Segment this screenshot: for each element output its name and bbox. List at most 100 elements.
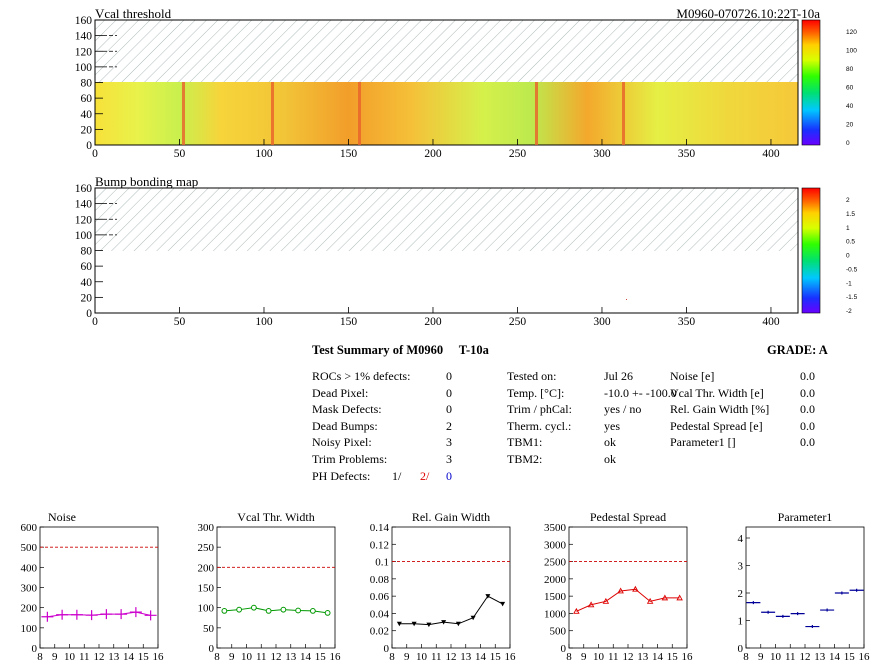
chart-point bbox=[834, 591, 849, 595]
chart-x-tick-label: 10 bbox=[416, 651, 428, 663]
map2-palette-label: 1.5 bbox=[846, 211, 855, 218]
chart-point bbox=[455, 621, 461, 627]
map2-y-tick-label: 0 bbox=[86, 308, 92, 320]
map2-x-tick-label: 300 bbox=[593, 316, 611, 328]
summary-row-label: Noisy Pixel: bbox=[312, 435, 372, 450]
chart-x-tick-label: 16 bbox=[153, 651, 165, 663]
chart-series-line bbox=[576, 588, 680, 612]
map1-y-tick-label: 140 bbox=[75, 31, 93, 43]
map1-x-tick-label: 100 bbox=[255, 148, 273, 160]
vcal-threshold-map bbox=[94, 19, 821, 146]
chart-x-tick-label: 9 bbox=[581, 651, 587, 663]
chart-point bbox=[761, 610, 776, 614]
chart-y-tick-label: 300 bbox=[198, 522, 215, 534]
chart-frame bbox=[216, 526, 336, 649]
chart-x-tick-label: 8 bbox=[214, 651, 220, 663]
summary-row-value: ok bbox=[604, 452, 616, 466]
map2-x-tick-label: 250 bbox=[509, 316, 527, 328]
summary-row-label: ROCs > 1% defects: bbox=[312, 369, 411, 383]
summary-row-label: Parameter1 [] bbox=[670, 435, 736, 450]
chart-title: Parameter1 bbox=[778, 510, 833, 524]
map1-y-tick-label: 0 bbox=[86, 140, 92, 152]
chart-x-tick-label: 10 bbox=[770, 651, 782, 663]
chart-y-tick-label: 400 bbox=[21, 562, 38, 574]
summary-row-value: yes / no bbox=[604, 402, 642, 417]
summary-row-label: Therm. cycl.: bbox=[507, 418, 572, 433]
chart-point bbox=[790, 612, 805, 616]
summary-row-value: -10.0 +- -100.0 bbox=[604, 385, 677, 400]
chart-frame bbox=[391, 526, 511, 649]
summary-row-value: 0.0 bbox=[800, 435, 815, 450]
chart-frame bbox=[568, 526, 688, 649]
chart-x-tick-label: 12 bbox=[271, 651, 282, 663]
map1-x-tick-label: 200 bbox=[424, 148, 442, 160]
map2-x-tick-label: 50 bbox=[174, 316, 186, 328]
chart-point bbox=[805, 625, 820, 629]
chart-x-tick-label: 14 bbox=[652, 651, 664, 663]
chart-point bbox=[849, 588, 864, 592]
map1-x-tick-label: 250 bbox=[509, 148, 527, 160]
map1-x-tick-label: 350 bbox=[678, 148, 696, 160]
summary-row-label: Temp. [°C]: bbox=[507, 385, 565, 400]
summary-row-label: Pedestal Spread [e] bbox=[670, 418, 763, 433]
chart-y-tick-label: 0.02 bbox=[370, 626, 389, 638]
chart-y-tick-label: 3500 bbox=[544, 522, 567, 534]
chart-1: Vcal Thr. Width 0 50 100 150 200 250 300 8 9 10 11 1… bbox=[198, 510, 342, 663]
map1-y-tick-label: 160 bbox=[75, 15, 93, 27]
chart-y-tick-label: 0 bbox=[561, 643, 567, 655]
map2-x-tick-label: 350 bbox=[678, 316, 696, 328]
chart-x-tick-label: 16 bbox=[682, 651, 694, 663]
summary-row-value: 3 bbox=[446, 452, 452, 466]
chart-title: Pedestal Spread bbox=[590, 510, 666, 524]
chart-x-tick-label: 11 bbox=[256, 651, 267, 663]
chart-x-tick-label: 13 bbox=[637, 651, 649, 663]
map2-y-tick-label: 20 bbox=[81, 292, 93, 304]
summary-row-label: Trim Problems: bbox=[312, 452, 388, 466]
map2-palette-label: -2 bbox=[846, 308, 852, 315]
chart-x-tick-label: 8 bbox=[389, 651, 395, 663]
chart-y-tick-label: 0.12 bbox=[370, 539, 389, 551]
summary-row-value: 0 bbox=[446, 385, 452, 400]
map1-x-tick-label: 150 bbox=[340, 148, 358, 160]
chart-y-tick-label: 1500 bbox=[544, 591, 567, 603]
chart-point bbox=[129, 607, 142, 618]
summary-row-value: 0.0 bbox=[800, 385, 815, 400]
chart-y-tick-label: 0 bbox=[209, 643, 215, 655]
module-id-label: M0960-070726.10:22T-10a bbox=[676, 6, 820, 21]
chart-x-tick-label: 8 bbox=[743, 651, 749, 663]
ph-defects-value-1: 1/ bbox=[392, 469, 402, 483]
map1-y-tick-label: 80 bbox=[81, 78, 93, 90]
chart-y-tick-label: 2500 bbox=[544, 557, 567, 569]
summary-row-value: 0.0 bbox=[800, 402, 815, 417]
chart-frame bbox=[39, 526, 159, 649]
chart-frame bbox=[745, 526, 865, 649]
map1-palette-label: 40 bbox=[846, 103, 854, 110]
map2-y-tick-label: 100 bbox=[75, 230, 93, 242]
chart-point bbox=[309, 607, 316, 614]
chart-x-tick-label: 12 bbox=[446, 651, 457, 663]
chart-y-tick-label: 600 bbox=[21, 522, 38, 534]
chart-point bbox=[236, 606, 243, 613]
chart-x-tick-label: 11 bbox=[79, 651, 90, 663]
chart-y-tick-label: 0 bbox=[32, 643, 38, 655]
map1-y-tick-label: 40 bbox=[81, 109, 93, 121]
ph-defects-value-2: 2/ bbox=[420, 469, 430, 483]
map1-y-tick-label: 120 bbox=[75, 46, 93, 58]
ph-defects-label: PH Defects: bbox=[312, 469, 371, 483]
chart-x-tick-label: 12 bbox=[94, 651, 105, 663]
chart-x-tick-label: 9 bbox=[229, 651, 235, 663]
chart-title: Rel. Gain Width bbox=[412, 510, 490, 524]
summary-row-value: Jul 26 bbox=[604, 369, 634, 383]
chart-y-tick-label: 150 bbox=[198, 583, 215, 595]
map1-y-tick-label: 100 bbox=[75, 62, 93, 74]
summary-row-value: 2 bbox=[446, 418, 452, 433]
chart-y-tick-label: 2 bbox=[738, 588, 744, 600]
map1-title: Vcal threshold bbox=[95, 6, 172, 21]
map1-hatched-region bbox=[95, 20, 798, 82]
chart-x-tick-label: 13 bbox=[108, 651, 120, 663]
chart-x-tick-label: 13 bbox=[814, 651, 826, 663]
chart-x-tick-label: 14 bbox=[123, 651, 135, 663]
chart-x-tick-label: 14 bbox=[475, 651, 487, 663]
chart-point bbox=[500, 601, 506, 607]
